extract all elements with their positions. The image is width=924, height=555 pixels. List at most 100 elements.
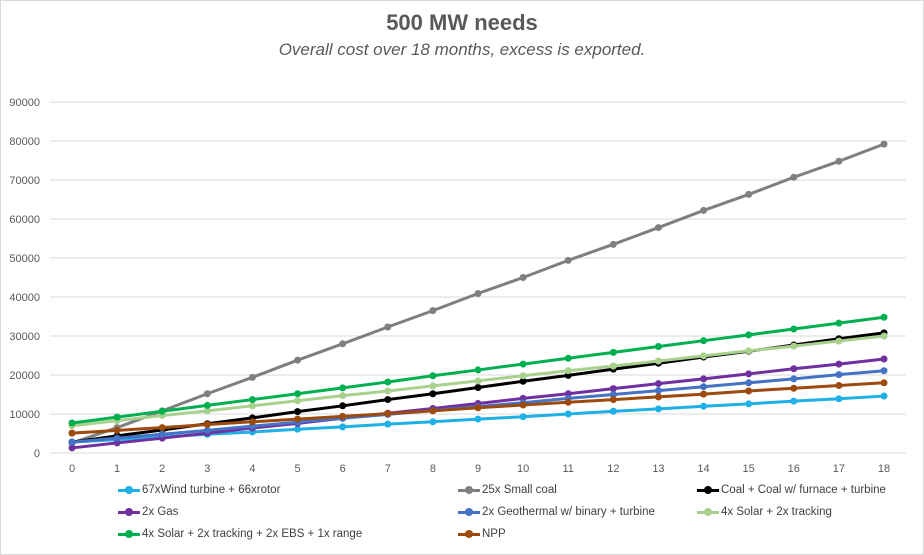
data-point <box>519 377 527 385</box>
data-point <box>880 367 888 375</box>
data-point <box>745 387 753 395</box>
data-point <box>654 405 662 413</box>
data-point <box>654 380 662 388</box>
legend-item: 67xWind turbine + 66xrotor <box>118 484 280 496</box>
data-point <box>203 401 211 409</box>
data-point <box>745 190 753 198</box>
chart-subtitle: Overall cost over 18 months, excess is e… <box>278 40 646 59</box>
data-point <box>248 418 256 426</box>
legend-marker-icon <box>465 508 473 516</box>
data-point <box>384 387 392 395</box>
data-point <box>519 413 527 421</box>
data-point <box>790 365 798 373</box>
series-6 <box>68 313 888 427</box>
data-point <box>790 384 798 392</box>
data-point <box>429 307 437 315</box>
data-point <box>68 419 76 427</box>
data-point <box>790 375 798 383</box>
data-point <box>880 379 888 387</box>
legend-label: 67xWind turbine + 66xrotor <box>142 484 281 496</box>
data-point <box>158 430 166 438</box>
data-point <box>609 240 617 248</box>
data-point <box>519 372 527 380</box>
x-tick-label: 5 <box>294 463 300 475</box>
y-tick-label: 60000 <box>9 214 40 226</box>
data-point <box>474 404 482 412</box>
x-tick-label: 18 <box>878 463 890 475</box>
legend-marker-icon <box>465 530 473 538</box>
y-tick-label: 10000 <box>9 409 40 421</box>
x-tick-label: 9 <box>475 463 481 475</box>
data-point <box>203 426 211 434</box>
data-point <box>158 424 166 432</box>
data-point <box>835 360 843 368</box>
x-tick-label: 2 <box>159 463 165 475</box>
data-point <box>294 397 302 405</box>
data-point <box>745 379 753 387</box>
x-tick-label: 7 <box>385 463 391 475</box>
data-point <box>68 438 76 446</box>
x-tick-label: 13 <box>652 463 664 475</box>
data-point <box>429 418 437 426</box>
data-point <box>609 348 617 356</box>
legend-label: 2x Geothermal w/ binary + turbine <box>482 506 655 518</box>
data-point <box>745 400 753 408</box>
legend-item: 2x Gas <box>118 506 178 518</box>
data-point <box>745 347 753 355</box>
legend-item: 2x Geothermal w/ binary + turbine <box>458 506 655 518</box>
data-point <box>339 392 347 400</box>
data-point <box>609 396 617 404</box>
data-point <box>790 397 798 405</box>
data-point <box>384 378 392 386</box>
data-point <box>880 355 888 363</box>
x-tick-label: 0 <box>69 463 75 475</box>
legend-item: Coal + Coal w/ furnace + turbine <box>697 484 886 496</box>
legend-marker-icon <box>465 486 473 494</box>
x-tick-label: 17 <box>833 463 845 475</box>
data-point <box>519 401 527 409</box>
data-point <box>790 342 798 350</box>
legend-swatch-icon <box>118 486 140 494</box>
data-point <box>294 356 302 364</box>
legend-label: NPP <box>482 528 506 540</box>
legend-item: 4x Solar + 2x tracking <box>697 506 832 518</box>
data-point <box>790 173 798 181</box>
data-point <box>609 362 617 370</box>
data-point <box>384 420 392 428</box>
x-tick-label: 12 <box>607 463 619 475</box>
data-point <box>880 332 888 340</box>
data-point <box>790 325 798 333</box>
series-1 <box>68 140 888 447</box>
x-tick-label: 3 <box>204 463 210 475</box>
y-tick-label: 40000 <box>9 292 40 304</box>
series-7 <box>68 379 888 437</box>
x-tick-label: 14 <box>697 463 709 475</box>
data-point <box>113 413 121 421</box>
data-point <box>609 391 617 398</box>
legend-label: Coal + Coal w/ furnace + turbine <box>721 484 886 496</box>
x-tick-label: 10 <box>517 463 529 475</box>
data-point <box>835 395 843 403</box>
legend-label: 25x Small coal <box>482 484 557 496</box>
data-point <box>339 423 347 431</box>
legend-marker-icon <box>125 508 133 516</box>
x-axis-ticks: 0 1 2 3 4 5 6 7 8 9 10 11 12 13 14 15 16 17 18 <box>69 463 890 475</box>
data-point <box>248 373 256 381</box>
data-point <box>68 429 76 437</box>
legend-swatch-icon <box>458 530 480 538</box>
data-point <box>384 323 392 331</box>
data-point <box>203 407 211 415</box>
data-point <box>654 224 662 232</box>
data-point <box>474 377 482 385</box>
data-point <box>609 385 617 393</box>
data-point <box>203 421 211 429</box>
data-point <box>474 366 482 374</box>
data-point <box>835 382 843 390</box>
legend-label: 4x Solar + 2x tracking <box>721 506 832 518</box>
y-tick-label: 20000 <box>9 370 40 382</box>
legend-swatch-icon <box>118 508 140 516</box>
data-point <box>248 402 256 410</box>
data-point <box>564 398 572 406</box>
legend-marker-icon <box>125 530 133 538</box>
